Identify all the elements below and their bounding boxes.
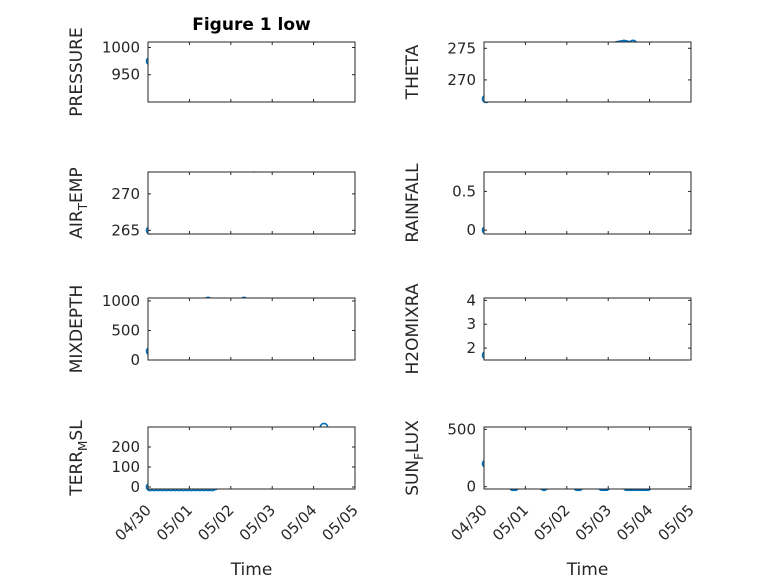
x-tick-label: 05/05 [655,501,698,544]
y-tick-label: 270 [111,185,140,203]
x-tick-label: 05/02 [194,501,237,544]
subplot-theta: 270 275 THETA [403,39,692,104]
y-axis-label: H2OMIXRA [403,283,423,374]
axes-frame [147,426,356,490]
y-tick-label: 3 [466,315,476,333]
figure-title: Figure 1 low [192,15,311,35]
axes-frame [147,297,356,361]
y-tick-label: 0 [466,221,476,239]
axes-frame [483,297,692,361]
x-tick-label: 05/01 [153,501,196,544]
axes-frame [147,41,356,103]
axes-frame [483,41,692,103]
subplot-rainfall: 0 0.5 RAINFALL [403,163,692,243]
subplot-mixdepth: 0 500 1000 MIXDEPTH [67,285,356,374]
x-axis-label: Time [566,560,609,580]
y-axis-label: SUNFLUX [403,420,426,496]
y-tick-label: 270 [447,71,476,89]
axes-frame [483,426,692,490]
x-tick-label: 05/03 [236,501,279,544]
y-tick-label: 500 [447,420,476,438]
y-axis-label: AIRTEMP [67,167,90,238]
subplot-terr-msl: 0 100 200 TERRMSL 04/3005/0105/0205/0305/040… [67,420,362,580]
y-tick-label: 0 [130,351,140,369]
y-tick-label: 1000 [102,38,140,56]
axes-frame [483,171,692,235]
x-tick-label: 05/01 [489,501,532,544]
y-tick-label: 950 [111,66,140,84]
y-tick-label: 4 [466,291,476,309]
x-tick-label: 05/03 [572,501,615,544]
axes-frame [147,171,356,235]
y-tick-label: 500 [111,321,140,339]
y-axis-label: PRESSURE [67,27,87,116]
y-tick-label: 0.5 [452,182,476,200]
y-axis-label: RAINFALL [403,163,423,243]
x-tick-label: 05/04 [613,501,656,544]
x-axis-label: Time [230,560,273,580]
x-tick-label: 05/04 [277,501,320,544]
y-tick-label: 275 [447,39,476,57]
y-axis-label: THETA [403,44,423,100]
y-tick-label: 1000 [102,292,140,310]
x-tick-label: 05/02 [530,501,573,544]
y-axis-label: TERRMSL [67,420,90,497]
y-tick-label: 100 [111,458,140,476]
x-tick-label: 04/30 [448,501,491,544]
subplot-pressure: 950 1000 PRESSURE Figure 1 low [67,15,356,117]
y-tick-label: 2 [466,339,476,357]
subplot-h2omixra: 2 3 4 H2OMIXRA [403,283,692,375]
subplot-sun-flux: 0 500 SUNFLUX 04/3005/0105/0205/0305/0405/0… [403,420,698,580]
y-tick-label: 265 [111,221,140,239]
y-tick-label: 0 [466,478,476,496]
y-tick-label: 0 [130,478,140,496]
x-tick-label: 04/30 [112,501,155,544]
x-tick-label: 05/05 [319,501,362,544]
y-axis-label: MIXDEPTH [67,285,87,374]
subplot-air-temp: 265 270 AIRTEMP [67,167,356,239]
y-tick-label: 200 [111,438,140,456]
